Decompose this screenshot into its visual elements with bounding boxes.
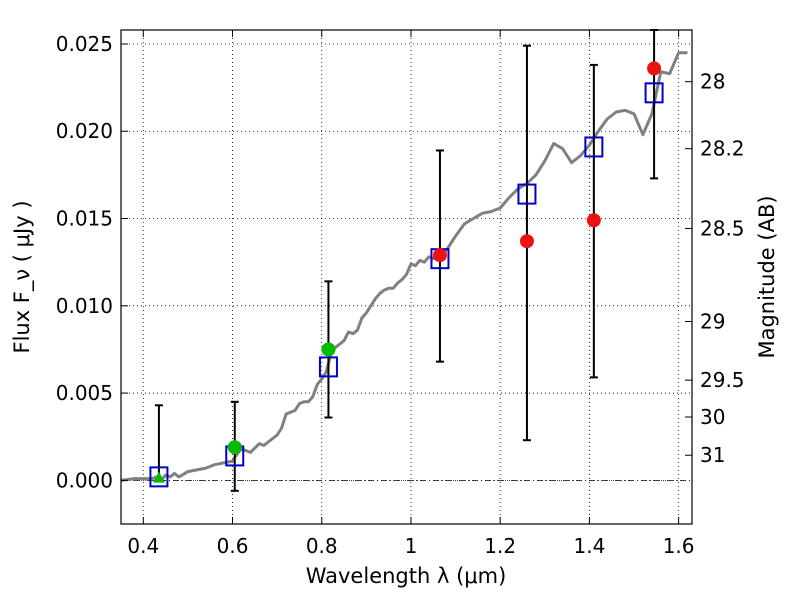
square-marker bbox=[517, 183, 537, 205]
square-marker bbox=[318, 356, 338, 378]
square-marker bbox=[644, 82, 664, 104]
circle-marker bbox=[519, 234, 534, 249]
y-tick-label: 0.010 bbox=[56, 294, 113, 318]
x-axis-ticks: 0.4 0.6 0.8 1 1.2 1.4 1.6 bbox=[127, 30, 695, 558]
y-tick-label: 0.000 bbox=[56, 468, 113, 492]
right-tick-label: 28.2 bbox=[700, 137, 745, 161]
square-marker bbox=[584, 136, 604, 158]
x-tick-label: 1.4 bbox=[573, 534, 605, 558]
right-tick-label: 29 bbox=[700, 310, 725, 334]
y-axis-ticks: 0.000 0.005 0.010 0.015 0.020 0.025 bbox=[56, 32, 128, 492]
right-tick-label: 28.5 bbox=[700, 216, 745, 240]
x-tick-label: 0.4 bbox=[127, 534, 159, 558]
right-tick-label: 28 bbox=[700, 70, 725, 94]
y-axis-title: Flux F_ν ( μJy ) bbox=[10, 200, 35, 353]
triangle-marker bbox=[152, 471, 165, 483]
right-tick-label: 29.5 bbox=[700, 368, 745, 392]
x-tick-label: 0.8 bbox=[306, 534, 338, 558]
plot-background bbox=[121, 30, 692, 524]
circle-marker bbox=[586, 213, 601, 228]
x-axis-title: Wavelength λ (μm) bbox=[306, 564, 507, 588]
circle-marker bbox=[647, 61, 662, 76]
circle-marker bbox=[321, 342, 336, 357]
right-tick-label: 31 bbox=[700, 443, 725, 467]
data-markers bbox=[149, 61, 664, 488]
y-tick-label: 0.015 bbox=[56, 207, 113, 231]
y-tick-label: 0.005 bbox=[56, 381, 113, 405]
y-tick-label: 0.025 bbox=[56, 32, 113, 56]
circle-marker bbox=[432, 248, 447, 263]
right-tick-label: 30 bbox=[700, 405, 725, 429]
right-axis-title: Magnitude (AB) bbox=[755, 195, 779, 358]
x-tick-label: 1 bbox=[405, 534, 418, 558]
x-tick-label: 1.2 bbox=[484, 534, 516, 558]
right-axis-ticks: 28 28.2 28.5 29 29.5 30 31 bbox=[685, 70, 745, 467]
y-tick-label: 0.020 bbox=[56, 119, 113, 143]
x-tick-label: 0.6 bbox=[217, 534, 249, 558]
plot-frame bbox=[120, 29, 693, 525]
x-tick-label: 1.6 bbox=[663, 534, 695, 558]
square-marker bbox=[149, 466, 169, 488]
circle-marker bbox=[227, 440, 242, 455]
